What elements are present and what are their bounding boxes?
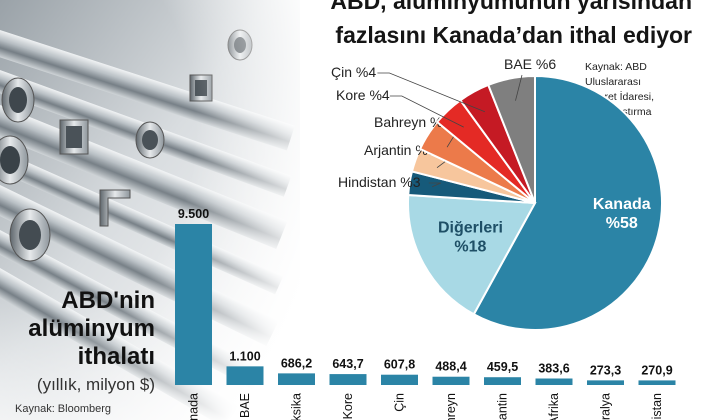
bar-3 — [278, 373, 315, 385]
bar-source: Kaynak: Bloomberg — [15, 403, 111, 415]
bar-9 — [587, 380, 624, 385]
pie-leader-line — [389, 95, 464, 128]
bar-10 — [638, 380, 676, 385]
bar-category-label: Afrika — [547, 393, 561, 420]
bar-value-label: 9.500 — [178, 207, 209, 221]
bar-category-label: hreyn — [444, 393, 458, 420]
bar-category-label: rjantin — [496, 393, 510, 420]
bar-2 — [226, 366, 264, 385]
pie-label-outside: Çin %4 — [331, 64, 376, 80]
bar-4 — [329, 374, 367, 385]
bar-category-label: Çin — [393, 393, 407, 412]
pie-leader-line — [428, 182, 441, 188]
bar-category-label: anada — [187, 393, 201, 420]
bar-5 — [381, 374, 418, 385]
bar-title-line-2: alüminyum — [28, 315, 155, 342]
pie-label-outside: BAE %6 — [504, 56, 556, 72]
aluminium-profiles-photo — [0, 0, 300, 420]
bar-subtitle: (yıllık, milyon $) — [36, 375, 155, 394]
pie-label-name: Diğerleri — [438, 219, 503, 236]
bar-category-label: ndistan — [650, 393, 664, 420]
pie-leader-line — [515, 74, 523, 101]
bar-value-label: 1.100 — [229, 349, 260, 363]
pie-slice-diğerleri — [407, 193, 537, 316]
pie-label-outside: Bahreyn %4 — [374, 114, 450, 130]
bar-value-label: 686,2 — [281, 356, 312, 370]
aluminium-profiles-image — [0, 0, 300, 420]
bar-value-label: 383,6 — [538, 361, 569, 375]
bar-value-label: 643,7 — [332, 357, 363, 371]
bar-value-label: 488,4 — [435, 360, 466, 374]
bar-8 — [535, 378, 573, 385]
pie-label-value: %58 — [606, 215, 638, 232]
pie-leader-line — [377, 72, 485, 113]
pie-slice-bae-6 — [486, 74, 536, 204]
bar-value-label: 270,9 — [641, 363, 672, 377]
bar-category-label: eksika — [290, 393, 304, 420]
pie-source-line: Kaynak: ABD Uluslararası — [585, 61, 647, 88]
pie-label-outside: Kore %4 — [336, 87, 390, 103]
bar-title-line-3: ithalatı — [77, 343, 155, 370]
bar-category-label: BAE — [238, 393, 252, 418]
pie-slice-kanada — [472, 74, 663, 331]
pie-label-name: Kanada — [593, 196, 651, 213]
pie-label-value: %18 — [454, 238, 486, 255]
bar-value-label: 459,5 — [487, 360, 518, 374]
bar-category-label: G.Kore — [341, 393, 355, 420]
bar-7 — [484, 377, 521, 385]
bar-6 — [432, 376, 470, 385]
pie-label-outside: Hindistan %3 — [338, 174, 421, 190]
bar-title-line-1: ABD'nin — [61, 287, 155, 314]
pie-label-outside: Arjantin %3 — [364, 142, 436, 158]
bar-1 — [175, 224, 212, 385]
bar-category-label: tralya — [599, 393, 613, 420]
bar-value-label: 607,8 — [384, 358, 415, 372]
pie-title-line-2: fazlasını Kanada’dan ithal ediyor — [335, 22, 692, 48]
bar-value-label: 273,3 — [590, 363, 621, 377]
pie-title-line-1: ABD, alüminyumunun yarısından — [330, 0, 692, 14]
